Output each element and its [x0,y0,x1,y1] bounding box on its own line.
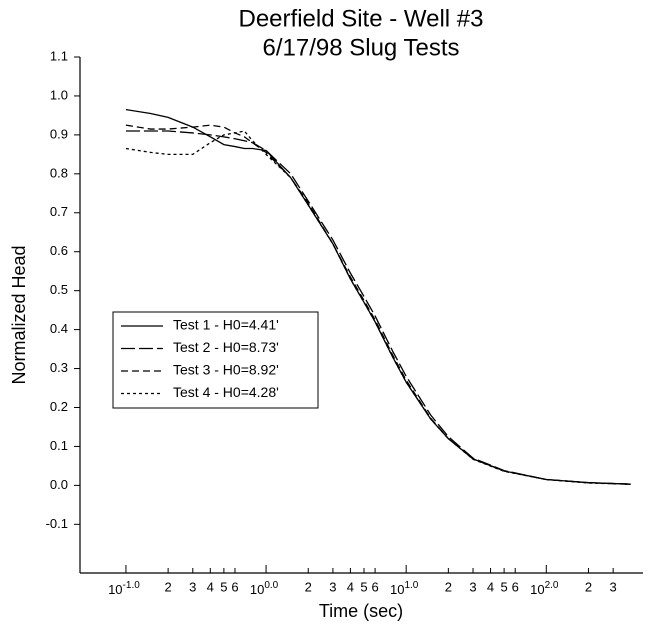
y-tick-label: 0.9 [50,126,68,141]
x-tick-label: 4 [207,579,214,594]
x-tick-label: 6 [231,579,238,594]
series-line [125,130,631,485]
y-tick-label: 0.5 [50,282,68,297]
x-tick-label: 2 [165,579,172,594]
x-tick-base: 10 [108,582,122,597]
y-tick-label: 0.7 [50,204,68,219]
x-tick-base: 10 [390,582,404,597]
x-tick-label: 3 [469,579,476,594]
y-tick-label: 0.1 [50,438,68,453]
x-tick-label: 6 [512,579,519,594]
x-tick-label: 2 [585,579,592,594]
legend-label: Test 3 - H0=8.92' [173,362,279,378]
series-line [125,130,631,485]
x-tick-label: 101.0 [390,580,419,598]
x-tick-label: 4 [487,579,494,594]
x-tick-label: 3 [189,579,196,594]
x-tick-label: 3 [610,579,617,594]
y-tick-label: 0.6 [50,243,68,258]
x-tick-label: 10-1.0 [108,580,140,598]
chart-title: Deerfield Site - Well #3 [239,5,484,32]
series-line [125,124,631,485]
series-line [125,108,631,485]
x-tick-label: 5 [360,579,367,594]
x-tick-label: 5 [500,579,507,594]
x-tick-exponent: 0.0 [264,580,278,591]
x-tick-label: 4 [347,579,354,594]
y-tick-label: 0.0 [50,477,68,492]
y-tick-label: 1.0 [50,87,68,102]
legend-box [112,311,319,409]
y-tick-label: 0.4 [50,321,68,336]
x-tick-label: 2 [305,579,312,594]
x-tick-base: 10 [250,582,264,597]
x-tick-label: 5 [220,579,227,594]
x-tick-exponent: 1.0 [404,580,418,591]
x-tick-exponent: -1.0 [123,580,141,591]
x-tick-label: 6 [371,579,378,594]
x-tick-label: 100.0 [250,580,279,598]
y-tick-label: -0.1 [46,516,68,531]
x-tick-label: 3 [329,579,336,594]
x-tick-base: 10 [530,582,544,597]
x-tick-label: 102.0 [530,580,559,598]
legend-label: Test 2 - H0=8.73' [173,339,279,355]
y-tick-label: 0.2 [50,399,68,414]
y-tick-label: 0.3 [50,360,68,375]
x-tick-exponent: 2.0 [545,580,559,591]
y-tick-label: 0.8 [50,165,68,180]
legend-label: Test 4 - H0=4.28' [173,384,279,400]
chart-subtitle: 6/17/98 Slug Tests [262,34,459,61]
y-axis-label: Normalized Head [9,245,29,384]
x-tick-label: 2 [445,579,452,594]
y-tick-label: 1.1 [50,48,68,63]
x-axis-label: Time (sec) [319,601,403,621]
legend-label: Test 1 - H0=4.41' [173,317,279,333]
